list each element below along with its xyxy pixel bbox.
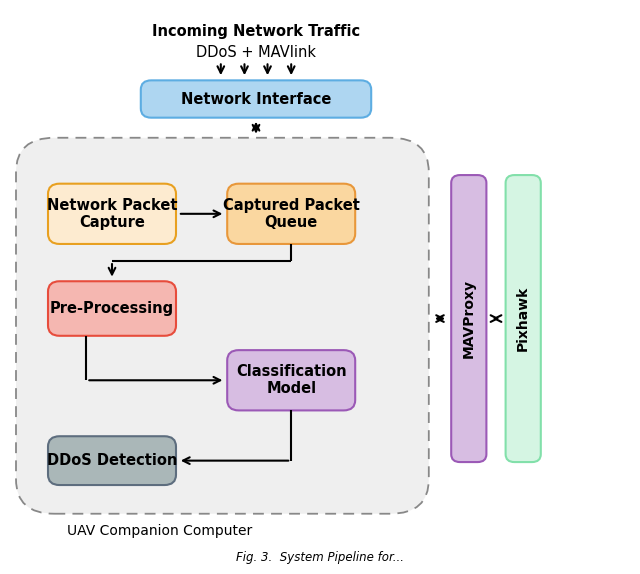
FancyBboxPatch shape [16, 138, 429, 514]
Text: Network Interface: Network Interface [181, 91, 331, 107]
FancyBboxPatch shape [451, 175, 486, 462]
FancyBboxPatch shape [141, 80, 371, 118]
Text: DDoS Detection: DDoS Detection [47, 453, 177, 468]
FancyBboxPatch shape [48, 436, 176, 485]
FancyBboxPatch shape [227, 350, 355, 410]
Text: Captured Packet
Queue: Captured Packet Queue [223, 197, 360, 230]
Text: MAVProxy: MAVProxy [462, 279, 476, 358]
FancyBboxPatch shape [48, 281, 176, 336]
Text: Pixhawk: Pixhawk [516, 286, 530, 351]
FancyBboxPatch shape [227, 184, 355, 244]
Text: Classification
Model: Classification Model [236, 364, 346, 397]
Text: Pre-Processing: Pre-Processing [50, 301, 174, 316]
Text: Incoming Network Traffic: Incoming Network Traffic [152, 24, 360, 39]
FancyBboxPatch shape [48, 184, 176, 244]
FancyBboxPatch shape [506, 175, 541, 462]
Text: DDoS + MAVlink: DDoS + MAVlink [196, 45, 316, 60]
Text: Fig. 3.  System Pipeline for...: Fig. 3. System Pipeline for... [236, 550, 404, 564]
Text: UAV Companion Computer: UAV Companion Computer [67, 524, 253, 538]
Text: Network Packet
Capture: Network Packet Capture [47, 197, 177, 230]
